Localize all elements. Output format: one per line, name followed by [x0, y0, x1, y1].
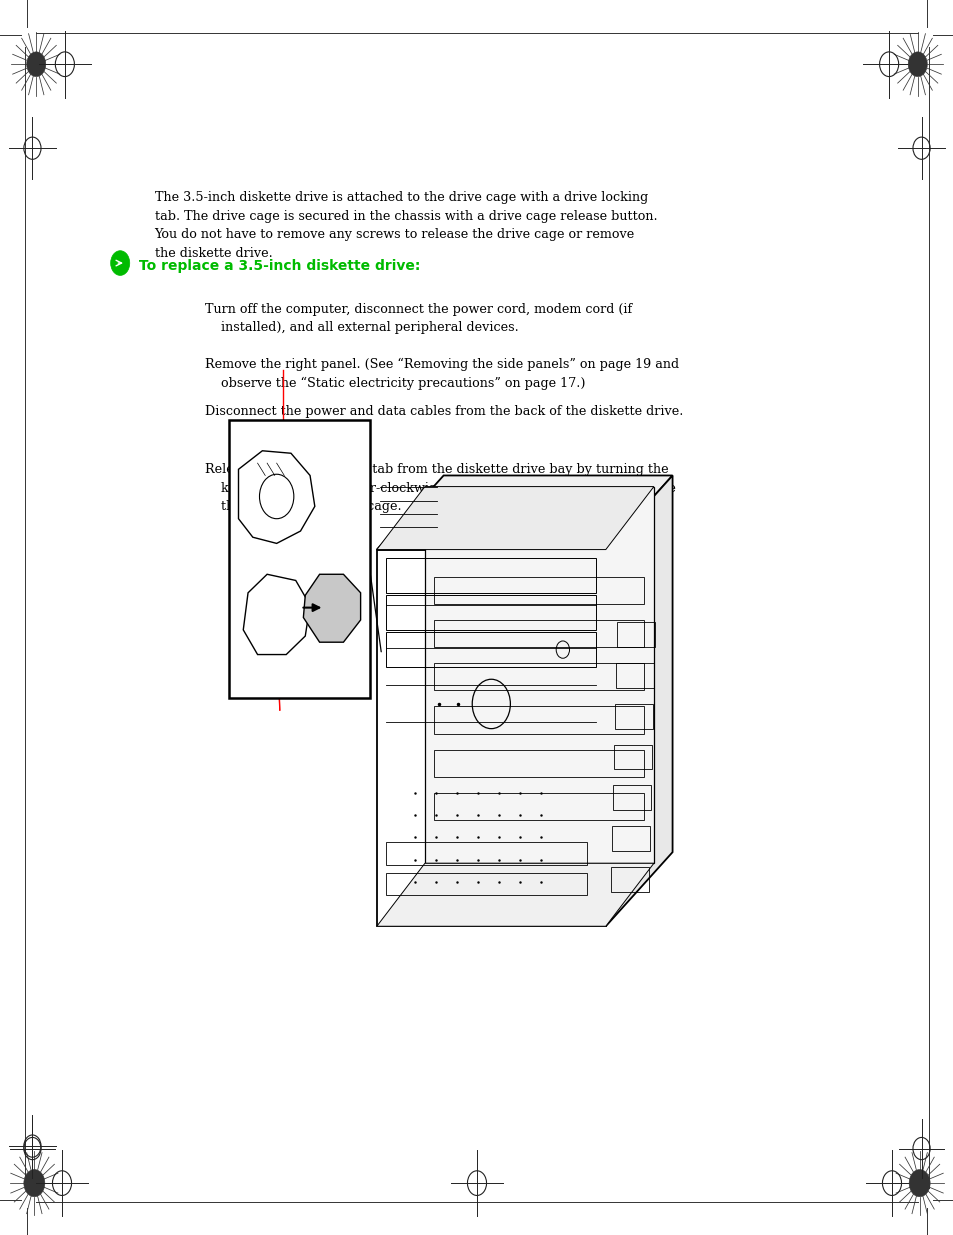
Polygon shape [424, 487, 653, 863]
Circle shape [907, 52, 926, 77]
Bar [611, 867, 648, 892]
Polygon shape [303, 574, 360, 642]
Circle shape [908, 1170, 929, 1197]
Bar [386, 873, 586, 895]
Bar [386, 632, 596, 667]
Bar [613, 785, 650, 810]
Text: To replace a 3.5-inch diskette drive:: To replace a 3.5-inch diskette drive: [133, 259, 419, 273]
Bar [615, 704, 652, 729]
Circle shape [111, 251, 130, 275]
Circle shape [24, 1170, 45, 1197]
Text: The 3.5-inch diskette drive is attached to the drive cage with a drive locking
t: The 3.5-inch diskette drive is attached … [154, 191, 657, 259]
Bar [434, 793, 643, 820]
Bar [434, 620, 643, 647]
Text: Release the drive locking tab from the diskette drive bay by turning the
    kno: Release the drive locking tab from the d… [205, 463, 676, 513]
Polygon shape [376, 487, 653, 550]
Bar [434, 750, 643, 777]
Bar [612, 826, 650, 851]
Text: Turn off the computer, disconnect the power cord, modem cord (if
    installed),: Turn off the computer, disconnect the po… [205, 303, 632, 335]
Bar [434, 706, 643, 734]
Bar [614, 745, 652, 769]
Bar [386, 842, 586, 864]
Bar [386, 558, 596, 593]
Text: Disconnect the power and data cables from the back of the diskette drive.: Disconnect the power and data cables fro… [205, 405, 682, 419]
Bar [386, 595, 596, 630]
Text: Remove the right panel. (See “Removing the side panels” on page 19 and
    obser: Remove the right panel. (See “Removing t… [205, 358, 679, 390]
Bar [434, 577, 643, 604]
Circle shape [27, 52, 46, 77]
Bar [616, 663, 653, 688]
Bar [617, 622, 654, 647]
Bar [434, 663, 643, 690]
Polygon shape [605, 475, 672, 926]
Polygon shape [376, 475, 672, 550]
Bar [229, 420, 370, 698]
Polygon shape [376, 863, 653, 926]
